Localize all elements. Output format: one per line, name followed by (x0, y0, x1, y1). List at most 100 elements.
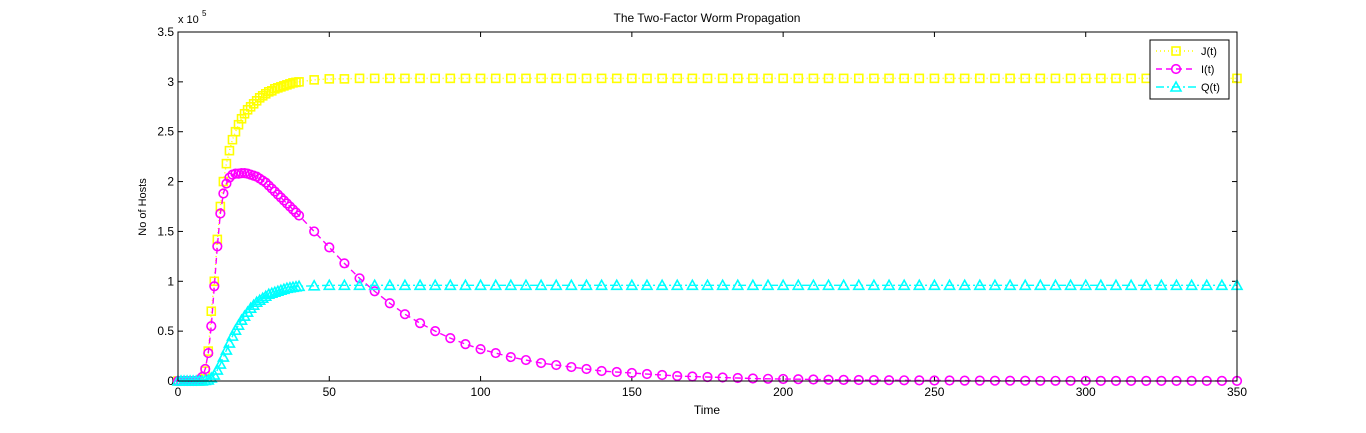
data-point-qt (474, 278, 487, 291)
data-point-jt (687, 73, 698, 84)
data-point-jt (400, 73, 410, 84)
data-point-qt (716, 278, 729, 291)
data-point-it (399, 309, 411, 320)
y-tick-label: 1 (167, 274, 174, 288)
data-point-qt (307, 279, 321, 291)
data-point-qt (1185, 278, 1198, 291)
data-point-qt (1049, 278, 1062, 291)
data-point-jt (990, 73, 1000, 84)
data-point-it (581, 363, 592, 375)
data-point-jt (1111, 73, 1121, 84)
data-point-it (717, 372, 728, 383)
y-tick-label: 0.5 (157, 324, 174, 338)
chart-title: The Two-Factor Worm Propagation (614, 11, 801, 25)
data-point-it (293, 210, 305, 221)
data-point-qt (928, 278, 941, 291)
data-point-jt (732, 73, 743, 84)
data-point-qt (353, 278, 366, 291)
data-point-jt (309, 75, 319, 85)
data-point-qt (776, 278, 790, 291)
data-point-qt (912, 278, 926, 291)
y-tick-label: 2 (167, 175, 174, 189)
data-point-qt (973, 278, 987, 291)
data-point-jt (230, 126, 241, 137)
x-tick-label: 200 (773, 385, 793, 399)
data-point-qt (1215, 278, 1229, 291)
data-point-jt (975, 73, 985, 84)
data-point-qt (852, 278, 866, 291)
plot-area-frame (177, 31, 1238, 382)
data-point-jt (808, 73, 819, 84)
data-point-jt (339, 74, 350, 84)
data-point-it (551, 359, 562, 371)
data-point-jt (914, 73, 925, 84)
data-point-jt (224, 145, 235, 156)
data-point-qt (519, 278, 533, 291)
legend-marker-it (1170, 63, 1182, 75)
data-point-qt (223, 336, 236, 348)
data-point-qt (322, 278, 336, 291)
data-point-it (369, 286, 380, 297)
data-point-qt (807, 278, 820, 291)
data-point-it (566, 361, 577, 373)
data-point-it (823, 374, 834, 385)
y-tick-label: 3.5 (157, 25, 174, 39)
data-point-it (260, 177, 271, 188)
data-point-jt (263, 87, 274, 97)
legend-marker-qt (1169, 80, 1183, 92)
data-point-it (200, 363, 211, 375)
data-point-it (384, 298, 395, 309)
data-point-it (641, 368, 653, 380)
data-point-jt (611, 73, 622, 84)
data-point-jt (209, 276, 220, 287)
data-point-qt (504, 278, 518, 291)
data-point-jt (838, 73, 849, 84)
data-point-qt (640, 278, 654, 291)
data-point-it (747, 373, 758, 384)
data-point-jt (717, 73, 728, 84)
data-point-qt (943, 278, 956, 291)
data-point-qt (428, 278, 442, 291)
data-point-jt (369, 73, 380, 84)
data-point-jt (276, 82, 286, 92)
data-point-jt (236, 113, 247, 124)
data-point-jt (221, 158, 232, 169)
data-point-it (324, 242, 335, 253)
data-point-qt (338, 278, 351, 291)
data-point-it (287, 204, 299, 215)
data-point-qt (670, 278, 684, 291)
data-point-jt (748, 73, 758, 84)
data-point-it (596, 365, 607, 377)
ticks-layer: 0 50 100 150 200 250 300 350 0 0.5 1 1.5 2 2.5 3 3.5 (157, 25, 1247, 399)
data-point-jt (270, 84, 280, 94)
data-point-it (269, 186, 280, 197)
data-point-it (215, 208, 226, 219)
data-point-qt (489, 278, 503, 291)
data-point-jt (245, 101, 256, 112)
x-axis-label: Time (694, 403, 721, 417)
data-point-qt (580, 278, 593, 291)
data-point-qt (1139, 278, 1153, 291)
data-point-jt (506, 73, 516, 84)
data-point-jt (475, 73, 486, 84)
data-point-jt (702, 73, 713, 84)
data-point-qt (1200, 278, 1214, 291)
legend-label-it: I(t) (1201, 64, 1214, 76)
data-point-jt (460, 73, 471, 84)
data-point-jt (260, 89, 271, 99)
data-point-it (838, 374, 849, 386)
data-point-it (732, 372, 743, 384)
data-point-it (520, 354, 532, 366)
data-point-qt (1094, 278, 1108, 291)
data-point-jt (242, 104, 253, 115)
data-point-it (475, 343, 486, 355)
data-point-it (793, 374, 804, 385)
data-point-jt (778, 73, 788, 84)
data-point-it (309, 226, 320, 237)
data-point-qt (443, 278, 457, 291)
data-point-jt (853, 73, 864, 84)
data-point-qt (459, 278, 472, 291)
data-point-qt (655, 278, 669, 291)
x-tick-label: 100 (471, 385, 491, 399)
data-point-qt (1154, 278, 1168, 291)
